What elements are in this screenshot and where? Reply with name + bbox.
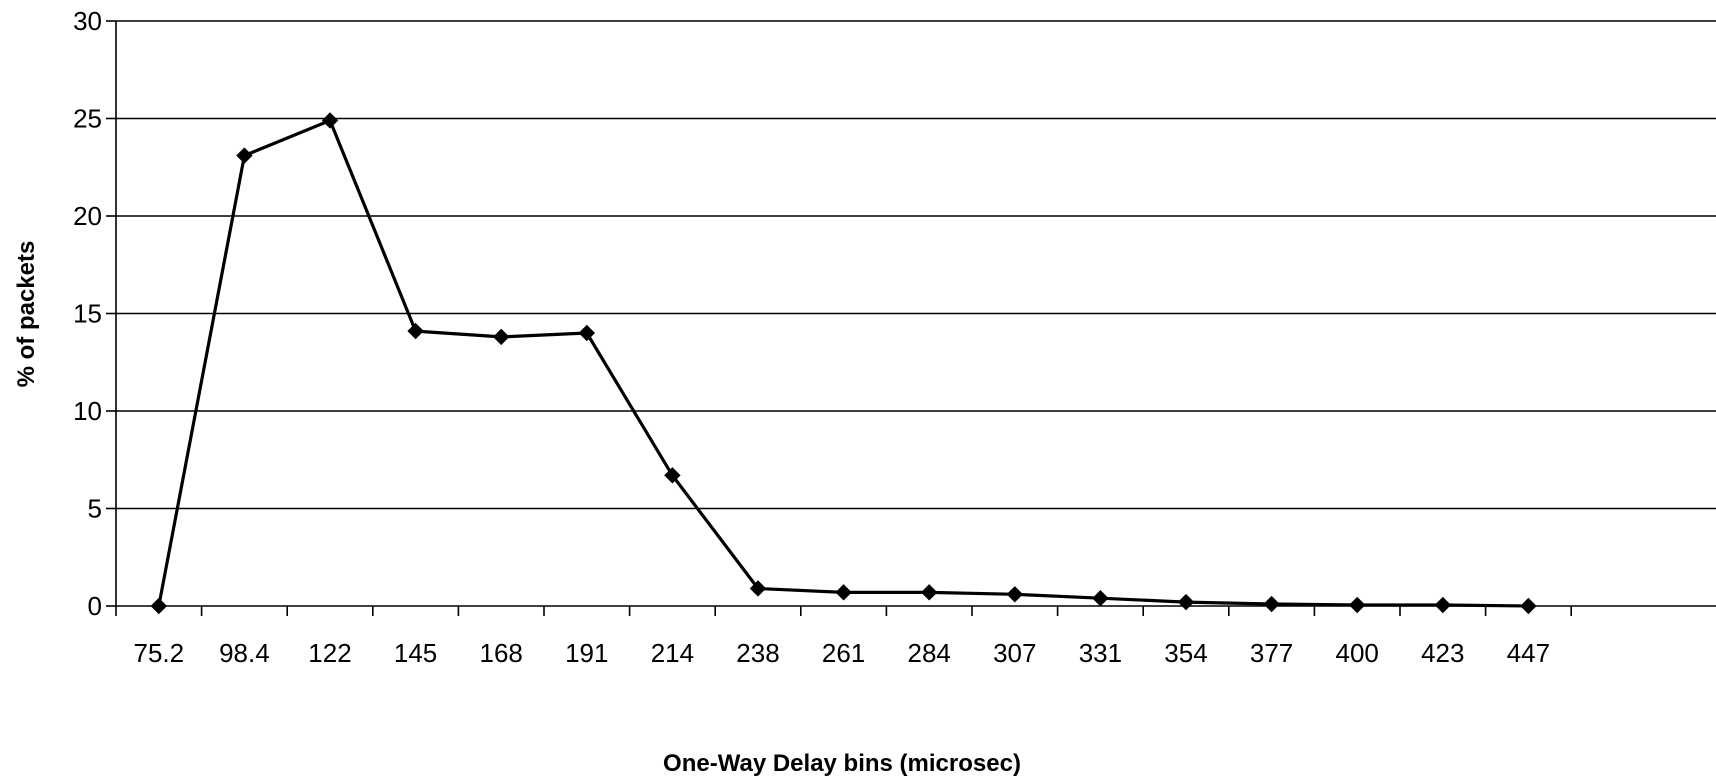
y-tick-label: 0	[88, 591, 102, 621]
x-tick-label: 191	[565, 638, 608, 668]
data-point	[492, 328, 510, 346]
data-point	[1434, 596, 1452, 614]
x-tick-label: 354	[1164, 638, 1207, 668]
data-point	[1092, 589, 1109, 607]
x-tick-label: 122	[308, 638, 351, 668]
x-axis-title: One-Way Delay bins (microsec)	[663, 750, 1021, 777]
data-point	[920, 584, 938, 601]
y-tick-label: 25	[73, 104, 102, 134]
data-point	[664, 467, 681, 484]
data-point	[150, 597, 168, 615]
x-tick-label: 168	[480, 638, 523, 668]
data-point	[1177, 593, 1195, 611]
y-tick-label: 5	[88, 494, 102, 524]
data-point	[236, 147, 253, 164]
data-point	[1006, 586, 1024, 603]
axes	[106, 20, 1716, 616]
x-tick-label: 423	[1421, 638, 1464, 668]
data-point	[578, 324, 596, 342]
y-tick-label: 15	[73, 299, 102, 329]
x-tick-label: 377	[1250, 638, 1293, 668]
x-tick-label: 307	[993, 638, 1036, 668]
x-tick-label: 145	[394, 638, 437, 668]
data-point	[835, 584, 852, 601]
y-tick-label: 30	[73, 6, 102, 36]
data-point	[321, 112, 339, 129]
x-tick-label: 447	[1507, 638, 1550, 668]
x-tick-label: 284	[908, 638, 951, 668]
x-tick-label: 238	[736, 638, 779, 668]
data-point	[1520, 597, 1537, 615]
gridlines	[116, 20, 1716, 510]
data-point	[1348, 596, 1366, 614]
series-line-group	[157, 118, 1529, 608]
data-point	[1263, 595, 1280, 613]
x-tick-labels: 75.2 98.4 122 145 168 191 214 238 261 284 307 331 35…	[133, 638, 1550, 668]
x-tick-label: 400	[1336, 638, 1379, 668]
x-tick-label: 98.4	[219, 638, 270, 668]
y-axis-title: % of packets	[13, 241, 40, 388]
data-point	[407, 322, 424, 340]
series-line	[157, 118, 1529, 608]
data-point	[749, 580, 767, 597]
x-tick-label: 75.2	[133, 638, 184, 668]
data-points	[150, 112, 1537, 615]
x-tick-label: 214	[651, 638, 694, 668]
y-tick-label: 20	[73, 201, 102, 231]
x-tick-label: 331	[1079, 638, 1122, 668]
y-tick-label: 10	[73, 396, 102, 426]
y-tick-labels: 0 5 10 15 20 25 30	[73, 6, 102, 621]
x-tick-label: 261	[822, 638, 865, 668]
